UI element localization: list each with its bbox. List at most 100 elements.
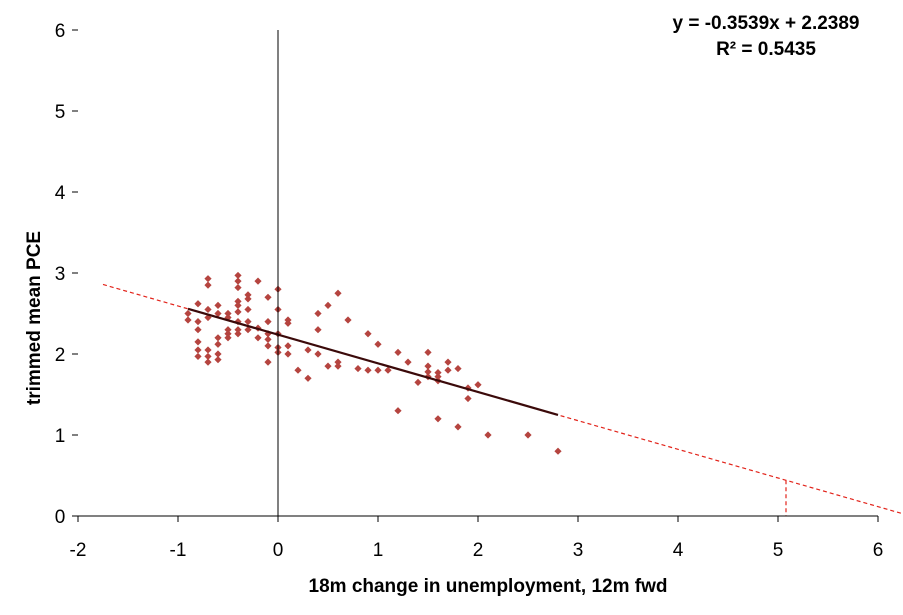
data-point xyxy=(204,275,212,283)
data-point xyxy=(454,423,462,431)
data-point xyxy=(424,348,432,356)
data-point xyxy=(264,358,272,366)
data-point xyxy=(204,346,212,354)
data-point xyxy=(234,301,242,309)
data-point xyxy=(234,271,242,280)
x-tick-label: 6 xyxy=(873,540,884,561)
data-point xyxy=(234,283,242,292)
y-tick-label: 2 xyxy=(55,345,66,366)
data-point xyxy=(314,309,322,318)
data-point xyxy=(224,309,232,318)
data-point xyxy=(224,334,232,342)
x-tick-label: 3 xyxy=(573,540,584,561)
data-point xyxy=(194,318,202,326)
x-tick-label: 0 xyxy=(273,540,284,561)
plot-area xyxy=(102,271,903,516)
data-point xyxy=(194,352,202,361)
data-point xyxy=(214,301,222,309)
data-point xyxy=(184,309,192,318)
y-tick-label: 6 xyxy=(55,21,66,42)
data-point xyxy=(444,358,452,366)
data-point xyxy=(234,277,242,285)
data-point xyxy=(244,295,252,303)
data-point xyxy=(394,348,402,356)
data-point xyxy=(224,330,232,338)
data-point xyxy=(474,381,482,389)
data-point xyxy=(424,362,432,370)
data-point xyxy=(364,366,372,374)
data-point xyxy=(304,374,312,382)
data-point xyxy=(554,447,562,455)
x-tick-label: 1 xyxy=(373,540,384,561)
data-point xyxy=(334,362,342,370)
x-tick-label: -2 xyxy=(70,540,87,561)
axes xyxy=(72,29,879,522)
data-point xyxy=(244,305,252,314)
y-tick-label: 4 xyxy=(55,183,66,204)
y-axis-title: trimmed mean PCE xyxy=(24,231,45,405)
data-point xyxy=(524,431,532,439)
data-point xyxy=(234,326,242,334)
data-point xyxy=(334,289,342,297)
data-point xyxy=(244,291,252,299)
r-squared-label: R² = 0.5435 xyxy=(716,39,816,60)
data-point xyxy=(234,318,242,326)
data-point xyxy=(484,431,492,439)
data-point xyxy=(204,352,212,361)
data-point xyxy=(194,300,202,308)
data-point xyxy=(394,407,402,415)
tick-labels: 0 1 2 3 4 5 6 -2 -1 0 1 2 3 4 5 6 xyxy=(55,21,884,561)
data-point xyxy=(404,358,412,366)
data-point xyxy=(324,301,332,309)
data-point xyxy=(434,369,442,377)
data-point xyxy=(214,309,222,318)
data-point xyxy=(294,366,302,374)
y-tick-label: 5 xyxy=(55,102,66,123)
data-point xyxy=(284,342,292,350)
data-point xyxy=(214,334,222,342)
data-point xyxy=(204,281,212,289)
data-point xyxy=(214,356,222,364)
data-point xyxy=(314,326,322,334)
data-point xyxy=(454,364,462,373)
data-point xyxy=(264,335,272,344)
x-tick-label: 2 xyxy=(473,540,484,561)
data-point xyxy=(234,330,242,338)
data-point xyxy=(234,308,242,316)
data-point xyxy=(284,319,292,327)
data-point xyxy=(254,334,262,342)
data-point xyxy=(244,318,252,326)
data-point xyxy=(284,350,292,358)
y-tick-label: 3 xyxy=(55,264,66,285)
y-tick-label: 0 xyxy=(55,507,66,528)
data-point xyxy=(434,415,442,423)
data-point xyxy=(374,366,382,374)
data-point xyxy=(314,350,322,358)
regression-equation: y = -0.3539x + 2.2389 xyxy=(673,13,860,34)
data-point xyxy=(264,342,272,350)
data-point xyxy=(254,277,262,285)
data-point xyxy=(354,364,362,373)
data-point xyxy=(194,338,202,346)
x-tick-label: 4 xyxy=(673,540,684,561)
data-point xyxy=(384,366,392,374)
x-axis-title: 18m change in unemployment, 12m fwd xyxy=(309,576,668,597)
data-point xyxy=(224,313,232,322)
data-point xyxy=(234,297,242,305)
data-point xyxy=(204,358,212,366)
trendline xyxy=(187,307,559,416)
data-point xyxy=(434,373,442,381)
data-point xyxy=(264,318,272,326)
data-point xyxy=(414,378,422,386)
data-point xyxy=(424,368,432,376)
data-point xyxy=(244,326,252,334)
data-point xyxy=(324,362,332,370)
data-point xyxy=(194,346,202,354)
data-point xyxy=(224,326,232,334)
x-tick-label: 5 xyxy=(773,540,784,561)
data-point xyxy=(334,358,342,366)
data-point xyxy=(364,330,372,338)
data-point xyxy=(194,326,202,334)
data-point xyxy=(374,340,382,348)
